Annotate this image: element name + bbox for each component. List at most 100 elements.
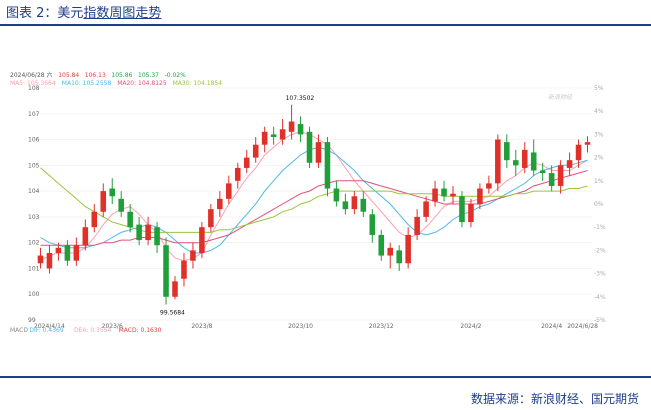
candle-body <box>181 260 187 279</box>
x-tick-label: 2023/10 <box>288 323 313 330</box>
candle-body <box>405 234 411 264</box>
macd-legend-item-3: MACD: 0.1630 <box>119 327 162 334</box>
candle-body <box>557 165 564 186</box>
moving-average-lines <box>40 131 588 262</box>
candle-body <box>163 245 169 297</box>
x-tick-label: 2024/4/14 <box>34 323 65 330</box>
x-axis: 2024/4/14 2023/6 2023/8 2023/10 2023/12 2024/… <box>34 323 598 330</box>
candle-body <box>504 142 510 161</box>
y-tick-label: 100 <box>28 291 40 298</box>
x-tick-label: 2024/6/28 <box>567 323 598 330</box>
candle-body <box>486 183 492 189</box>
caption-prefix: 图表 2：美元 <box>6 6 84 21</box>
legend-ma-item-3: MA30: 104.1854 <box>173 80 223 87</box>
caption-title: 指数周图走势 <box>83 6 162 21</box>
candle-body <box>288 121 295 132</box>
candle-body <box>432 188 438 202</box>
y-tick-label: 104 <box>28 188 40 195</box>
macd-legend-item-0: MACD <box>10 327 28 334</box>
legend-price-item-2: 106.13 <box>85 72 106 79</box>
candle-body <box>118 198 124 212</box>
macd-legend: MACD DIF: 0.4369 DEA: 0.3554 MACD: 0.1630 <box>10 327 162 334</box>
candle-body <box>109 188 116 197</box>
top-divider <box>0 24 651 26</box>
candle-body <box>342 201 349 210</box>
legend-price-item-0: 2024/06/28 六 <box>10 71 53 79</box>
candle-body <box>450 193 456 197</box>
candle-body <box>360 198 367 212</box>
y-axis-left: 99 100 101 102 103 104 105 106 107 108 <box>28 85 40 324</box>
legend-price-item-4: 105.37 <box>138 72 159 79</box>
legend-ma-item-0: MA5: 105.3664 <box>10 80 56 87</box>
candlestick-chart: 2024/06/28 六 105.84 106.13 105.86 105.37 -0.0… <box>10 71 606 334</box>
candles <box>37 104 591 305</box>
y-tick-label: 106 <box>28 137 40 144</box>
candle-body <box>145 224 151 241</box>
candle-body <box>37 255 44 264</box>
candle-body <box>548 173 555 186</box>
y-tick-label: 108 <box>28 85 40 92</box>
x-tick-label: 2023/12 <box>369 323 394 330</box>
right-tick-label: 1% <box>594 178 604 185</box>
candle-body <box>441 188 447 197</box>
right-tick-label: -4% <box>594 294 606 301</box>
candle-body <box>100 191 107 212</box>
x-tick-label: 2024/4 <box>541 323 562 330</box>
candle-body <box>172 281 178 297</box>
candle-body <box>530 152 537 171</box>
candle-body <box>190 250 196 261</box>
candle-body <box>414 216 420 235</box>
y-tick-label: 103 <box>28 214 40 221</box>
candle-body <box>82 227 89 246</box>
candle-body <box>64 245 71 261</box>
bottom-divider <box>0 376 651 378</box>
candle-body <box>324 142 331 189</box>
candle-body <box>495 139 501 184</box>
right-tick-label: -5% <box>594 317 606 324</box>
candle-body <box>575 144 582 161</box>
candle-body <box>136 224 142 241</box>
right-tick-label: 0% <box>594 201 604 208</box>
legend-row-ma: MA5: 105.3664 MA10: 105.2558 MA20: 104.812… <box>10 80 222 87</box>
right-tick-label: -1% <box>594 224 606 231</box>
candle-body <box>208 209 214 228</box>
candle-body <box>369 214 376 235</box>
candle-body <box>521 149 528 168</box>
candle-body <box>306 131 313 163</box>
candle-body <box>459 196 465 223</box>
macd-legend-item-2: DEA: 0.3554 <box>74 327 112 334</box>
candle-body <box>199 227 205 253</box>
data-source: 数据来源：新浪财经、国元期货 <box>470 392 639 406</box>
candle-body <box>252 144 259 158</box>
candle-body <box>55 247 62 253</box>
legend-price-item-1: 105.84 <box>58 72 79 79</box>
x-tick-label: 2023/8 <box>191 323 212 330</box>
candle-body <box>243 157 250 168</box>
candle-body <box>512 160 519 166</box>
macd-legend-item-1: DIF: 0.4369 <box>29 327 63 334</box>
candle-body <box>234 167 241 181</box>
y-tick-label: 102 <box>28 240 40 247</box>
candle-body <box>351 196 358 210</box>
x-tick-label: 2023/6 <box>102 323 123 330</box>
candle-body <box>297 124 304 135</box>
ma-line-ma30 <box>40 167 588 233</box>
candle-body <box>378 234 385 256</box>
price-annotations: 107.3502 99.5684 <box>160 95 314 317</box>
extreme-price-label: 107.3502 <box>286 95 315 102</box>
candle-body <box>261 131 268 145</box>
legend-price-item-5: -0.02% <box>165 72 187 79</box>
right-tick-label: -2% <box>594 247 606 254</box>
y-axis-right: 5% 4% 3% 2% 1% 0% -1% -2% -3% -4% -5% <box>594 85 606 324</box>
y-tick-label: 105 <box>28 162 40 169</box>
candle-body <box>226 183 232 199</box>
candle-body <box>468 204 474 223</box>
ma-line-ma5 <box>40 131 588 262</box>
right-tick-label: 4% <box>594 108 604 115</box>
right-tick-label: 5% <box>594 85 604 92</box>
candle-body <box>154 227 160 246</box>
legend-ma-item-1: MA10: 105.2558 <box>62 80 112 87</box>
legend-row-price: 2024/06/28 六 105.84 106.13 105.86 105.37 -0.0… <box>10 71 186 79</box>
right-tick-label: 2% <box>594 155 604 162</box>
candle-body <box>396 250 402 264</box>
